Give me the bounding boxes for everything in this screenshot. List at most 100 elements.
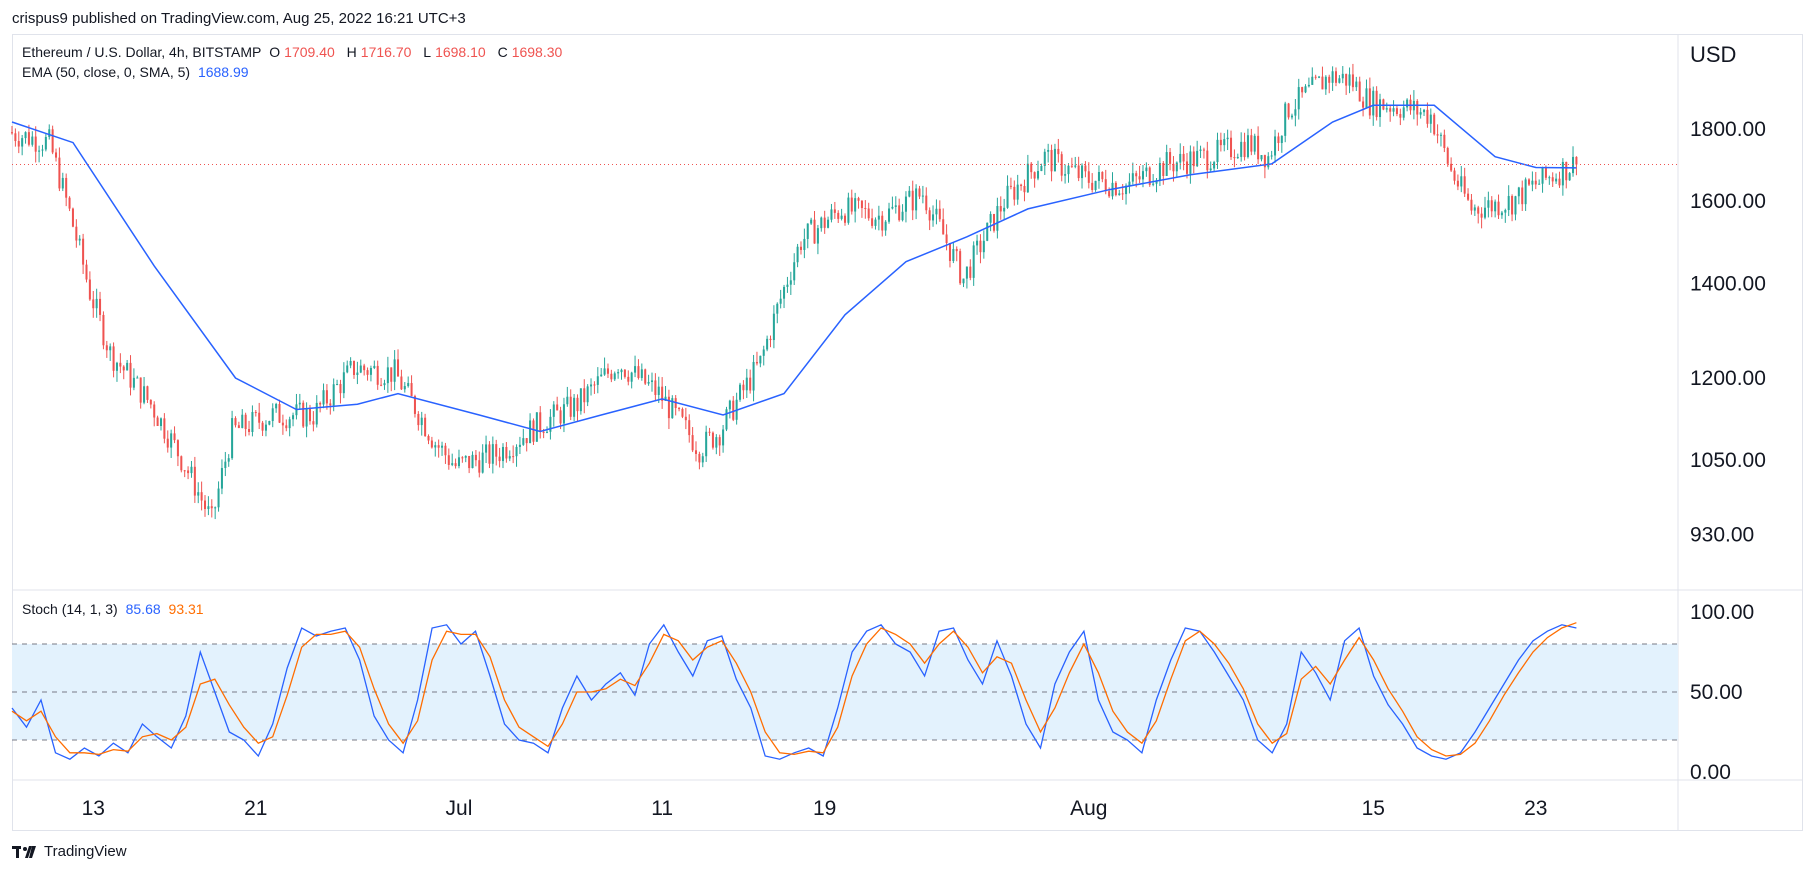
candle-body <box>430 440 433 448</box>
candle-body <box>1152 183 1155 185</box>
price-tick-label: 930.00 <box>1690 524 1754 547</box>
candle-body <box>745 377 748 391</box>
candle-body <box>508 456 511 459</box>
candle-body <box>569 396 572 417</box>
candle-body <box>468 455 471 469</box>
candle-body <box>546 431 549 433</box>
candle-body <box>1348 74 1351 86</box>
candle-body <box>793 262 796 281</box>
candle-body <box>48 129 51 137</box>
candle-body <box>1006 185 1009 208</box>
candle-body <box>566 396 569 405</box>
candle-body <box>227 458 230 462</box>
candle-body <box>996 206 999 231</box>
candle-body <box>1555 178 1558 182</box>
candle-body <box>1202 149 1205 151</box>
candle-body <box>207 506 210 510</box>
candle-body <box>264 424 267 431</box>
candle-body <box>1104 179 1107 192</box>
candle-body <box>918 188 921 197</box>
candle-body <box>786 284 789 287</box>
candle-body <box>1274 136 1277 156</box>
candle-body <box>400 376 403 390</box>
candle-body <box>1253 135 1256 152</box>
candle-body <box>529 420 532 444</box>
candle-body <box>41 149 44 151</box>
candle-body <box>193 466 196 496</box>
candle-body <box>725 409 728 430</box>
candle-body <box>129 362 132 388</box>
stoch-k-line <box>11 623 1577 760</box>
candle-body <box>1003 207 1006 212</box>
chart-frame <box>12 34 1803 831</box>
candle-body <box>806 223 809 239</box>
candle-body <box>329 403 332 406</box>
candle-body <box>1155 180 1158 184</box>
candle-body <box>871 218 874 226</box>
candle-body <box>1287 103 1290 118</box>
candle-body <box>356 372 359 375</box>
candle-body <box>874 219 877 226</box>
candle-body <box>451 463 454 465</box>
candle-body <box>109 346 112 351</box>
candle-body <box>1443 134 1446 149</box>
candle-body <box>102 314 105 346</box>
high-value: 1716.70 <box>360 44 412 60</box>
candle-body <box>441 445 444 448</box>
time-tick-label: 13 <box>82 797 105 820</box>
candle-body <box>1023 186 1026 193</box>
candle-body <box>911 190 914 211</box>
candle-body <box>214 507 217 509</box>
candle-body <box>437 445 440 448</box>
candle-body <box>840 215 843 219</box>
candle-body <box>691 435 694 451</box>
candle-body <box>654 380 657 395</box>
candle-body <box>823 217 826 228</box>
candle-body <box>281 422 284 426</box>
candle-body <box>478 460 481 473</box>
candle-body <box>44 136 47 150</box>
candle-body <box>1199 149 1202 151</box>
candle-body <box>525 438 528 444</box>
candle-body <box>1243 141 1246 158</box>
candle-body <box>1467 193 1470 200</box>
candle-body <box>461 457 464 459</box>
footer-brand[interactable]: TradingView <box>12 843 127 860</box>
candle-body <box>454 463 457 467</box>
candle-body <box>31 136 34 145</box>
candle-body <box>105 345 108 351</box>
candle-body <box>1375 90 1378 118</box>
close-label: C <box>497 44 508 60</box>
candle-body <box>847 197 850 223</box>
candle-body <box>383 383 386 386</box>
candle-body <box>1033 172 1036 179</box>
candle-body <box>1121 193 1124 195</box>
candle-body <box>657 386 660 395</box>
candle-body <box>1314 76 1317 78</box>
candle-body <box>88 279 91 300</box>
candle-body <box>1477 207 1480 214</box>
candle-body <box>610 373 613 380</box>
candle-body <box>1419 112 1422 115</box>
candle-body <box>1294 109 1297 116</box>
candle-body <box>796 246 799 263</box>
candle-body <box>471 454 474 469</box>
candle-body <box>718 437 721 446</box>
candle-body <box>881 215 884 231</box>
candle-body <box>1406 99 1409 108</box>
ema-line <box>11 104 1577 433</box>
candle-body <box>1077 165 1080 179</box>
candle-body <box>1511 196 1514 215</box>
candle-body <box>417 413 420 426</box>
candle-body <box>755 361 758 364</box>
candle-body <box>1453 170 1456 181</box>
high-label: H <box>346 44 357 60</box>
time-tick-label: 19 <box>813 797 836 820</box>
candle-body <box>1318 76 1321 78</box>
candle-body <box>898 205 901 221</box>
candle-body <box>888 208 891 222</box>
candle-body <box>420 417 423 426</box>
candle-body <box>159 418 163 427</box>
candle-body <box>1131 173 1134 182</box>
